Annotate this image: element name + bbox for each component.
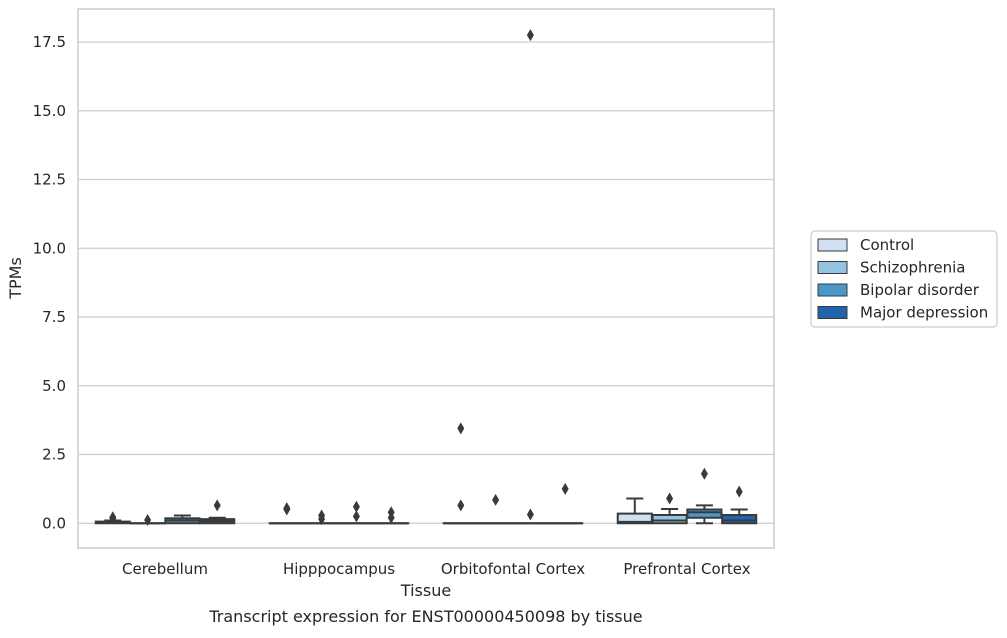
legend-label: Control [860,236,914,254]
y-tick-label: 17.5 [33,33,66,51]
plot-frame [78,9,774,548]
outlier-point [527,508,534,520]
box-group [339,501,373,524]
box-group [305,510,339,526]
box-group [548,483,582,523]
box-group [165,516,199,524]
box-group [479,494,513,523]
box-group [444,422,478,523]
chart-caption: Transcript expression for ENST0000045009… [208,607,642,626]
legend-label: Bipolar disorder [860,281,980,299]
outlier-point [457,422,464,434]
legend-label: Schizophrenia [860,259,965,277]
y-axis-label: TPMs [6,257,25,300]
y-tick-label: 0.0 [42,514,66,532]
outlier-point [562,483,569,495]
outlier-point [527,29,534,41]
outlier-point [701,468,708,480]
x-tick-label: Orbitofontal Cortex [441,560,585,578]
outlier-point [736,486,743,498]
box [722,515,756,523]
box-group [131,514,165,526]
x-tick-label: Hipppocampus [283,560,395,578]
outlier-point [283,504,290,516]
plot-border [78,9,774,548]
gridlines [78,42,774,523]
box-group [270,502,304,523]
box-group [687,468,721,524]
box [687,510,721,518]
x-tick-label: Cerebellum [122,560,208,578]
y-tick-label: 5.0 [42,377,66,395]
y-tick-label: 10.0 [33,239,66,257]
x-axis-label: Tissue [400,581,451,600]
x-tick-label: Prefrontal Cortex [623,560,750,578]
legend-swatch [818,239,847,251]
legend-swatch [818,262,847,274]
box-group [653,493,687,524]
y-tick-label: 2.5 [42,446,66,464]
box-group [200,499,234,523]
boxes-layer [96,29,757,526]
box-group [96,511,130,524]
box-group [513,29,547,523]
box [653,515,687,523]
outlier-point [666,493,673,505]
y-tick-label: 12.5 [33,171,66,189]
box-group [618,499,652,524]
outlier-point [457,499,464,511]
outlier-point [492,494,499,506]
outlier-point [353,510,360,522]
legend-swatch [818,307,847,319]
legend-swatch [818,284,847,296]
outlier-point [214,499,221,511]
tick-labels: 0.0 2.5 5.0 7.5 10.0 12.5 15.0 17.5 Cerebellum Hi… [33,33,751,578]
y-tick-label: 7.5 [42,308,66,326]
box-group [374,506,408,524]
box-group [722,486,756,524]
legend: Control Schizophrenia Bipolar disorder Majo… [811,231,997,327]
y-tick-label: 15.0 [33,102,66,120]
legend-label: Major depression [860,304,988,322]
